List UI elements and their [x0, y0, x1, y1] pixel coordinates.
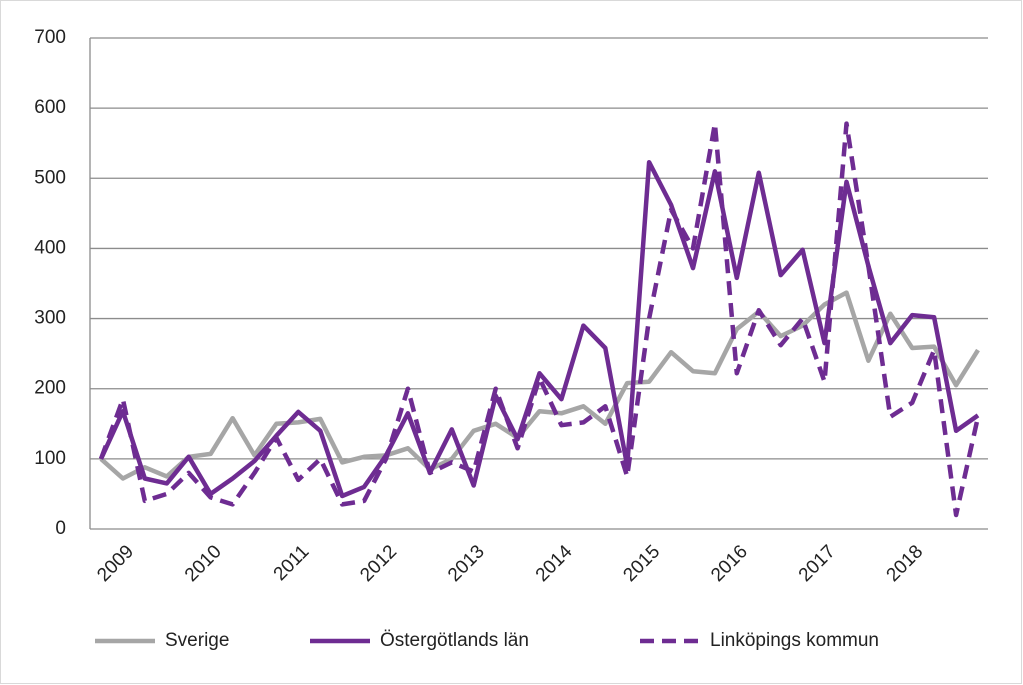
y-tick-label: 400 [34, 237, 66, 258]
y-tick-label: 600 [34, 97, 66, 118]
y-tick-label: 0 [55, 518, 66, 539]
y-tick-label: 700 [34, 27, 66, 48]
legend-label: Sverige [165, 630, 229, 651]
y-tick-label: 200 [34, 378, 66, 399]
legend-label: Linköpings kommun [710, 630, 879, 651]
legend-label: Östergötlands län [380, 630, 529, 651]
series-line [98, 159, 980, 499]
y-tick-label: 300 [34, 308, 66, 329]
y-tick-label: 100 [34, 448, 66, 469]
y-tick-label: 500 [34, 167, 66, 188]
